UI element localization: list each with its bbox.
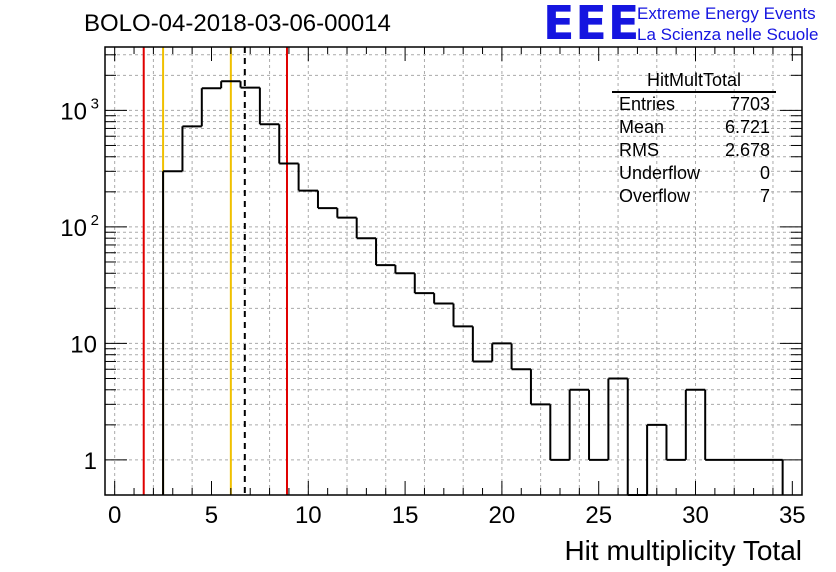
y-tick-label: 10 bbox=[60, 98, 87, 125]
y-tick-label: 1 bbox=[84, 448, 97, 475]
x-tick-label: 5 bbox=[205, 502, 218, 529]
grid-lines bbox=[105, 47, 802, 495]
x-tick-label: 25 bbox=[585, 502, 612, 529]
logo-subtitle-line2: La Scienza nelle Scuole bbox=[637, 25, 819, 44]
stats-row-label: Mean bbox=[619, 117, 664, 137]
x-tick-label: 15 bbox=[392, 502, 419, 529]
stats-box-title: HitMultTotal bbox=[647, 70, 741, 90]
y-tick-exponent: 2 bbox=[91, 212, 99, 229]
stats-row-value: 7 bbox=[760, 186, 770, 206]
x-axis-label: Hit multiplicity Total bbox=[564, 535, 802, 566]
stats-row-label: Entries bbox=[619, 94, 675, 114]
histogram-series bbox=[162, 80, 784, 496]
x-axis-ticks: 0 5 10 15 20 25 30 35 bbox=[108, 47, 806, 529]
y-tick-exponent: 3 bbox=[91, 95, 99, 112]
stats-row-value: 6.721 bbox=[725, 117, 770, 137]
stats-row-label: RMS bbox=[619, 140, 659, 160]
x-tick-label: 0 bbox=[108, 502, 121, 529]
stats-box-rows: Entries 7703 Mean 6.721 RMS 2.678 Underflow 0 Ov… bbox=[619, 94, 770, 206]
x-tick-label: 10 bbox=[295, 502, 322, 529]
chart-title: BOLO-04-2018-03-06-00014 bbox=[84, 10, 391, 37]
plot-frame bbox=[104, 46, 803, 496]
logo-subtitle-line1: Extreme Energy Events bbox=[637, 4, 816, 23]
x-tick-label: 20 bbox=[489, 502, 516, 529]
x-tick-label: 30 bbox=[682, 502, 709, 529]
stats-row-value: 7703 bbox=[730, 94, 770, 114]
stats-box: HitMultTotal Entries 7703 Mean 6.721 RMS 2.67… bbox=[612, 70, 776, 206]
stats-row-value: 0 bbox=[760, 163, 770, 183]
y-tick-label: 10 bbox=[60, 215, 87, 242]
stats-row-label: Overflow bbox=[619, 186, 691, 206]
y-tick-label: 10 bbox=[70, 331, 97, 358]
marker-lines bbox=[142, 47, 288, 495]
stats-row-label: Underflow bbox=[619, 163, 701, 183]
stats-row-value: 2.678 bbox=[725, 140, 770, 160]
eee-logo: EEE bbox=[543, 0, 641, 50]
x-tick-label: 35 bbox=[779, 502, 806, 529]
plot-border bbox=[104, 46, 803, 496]
